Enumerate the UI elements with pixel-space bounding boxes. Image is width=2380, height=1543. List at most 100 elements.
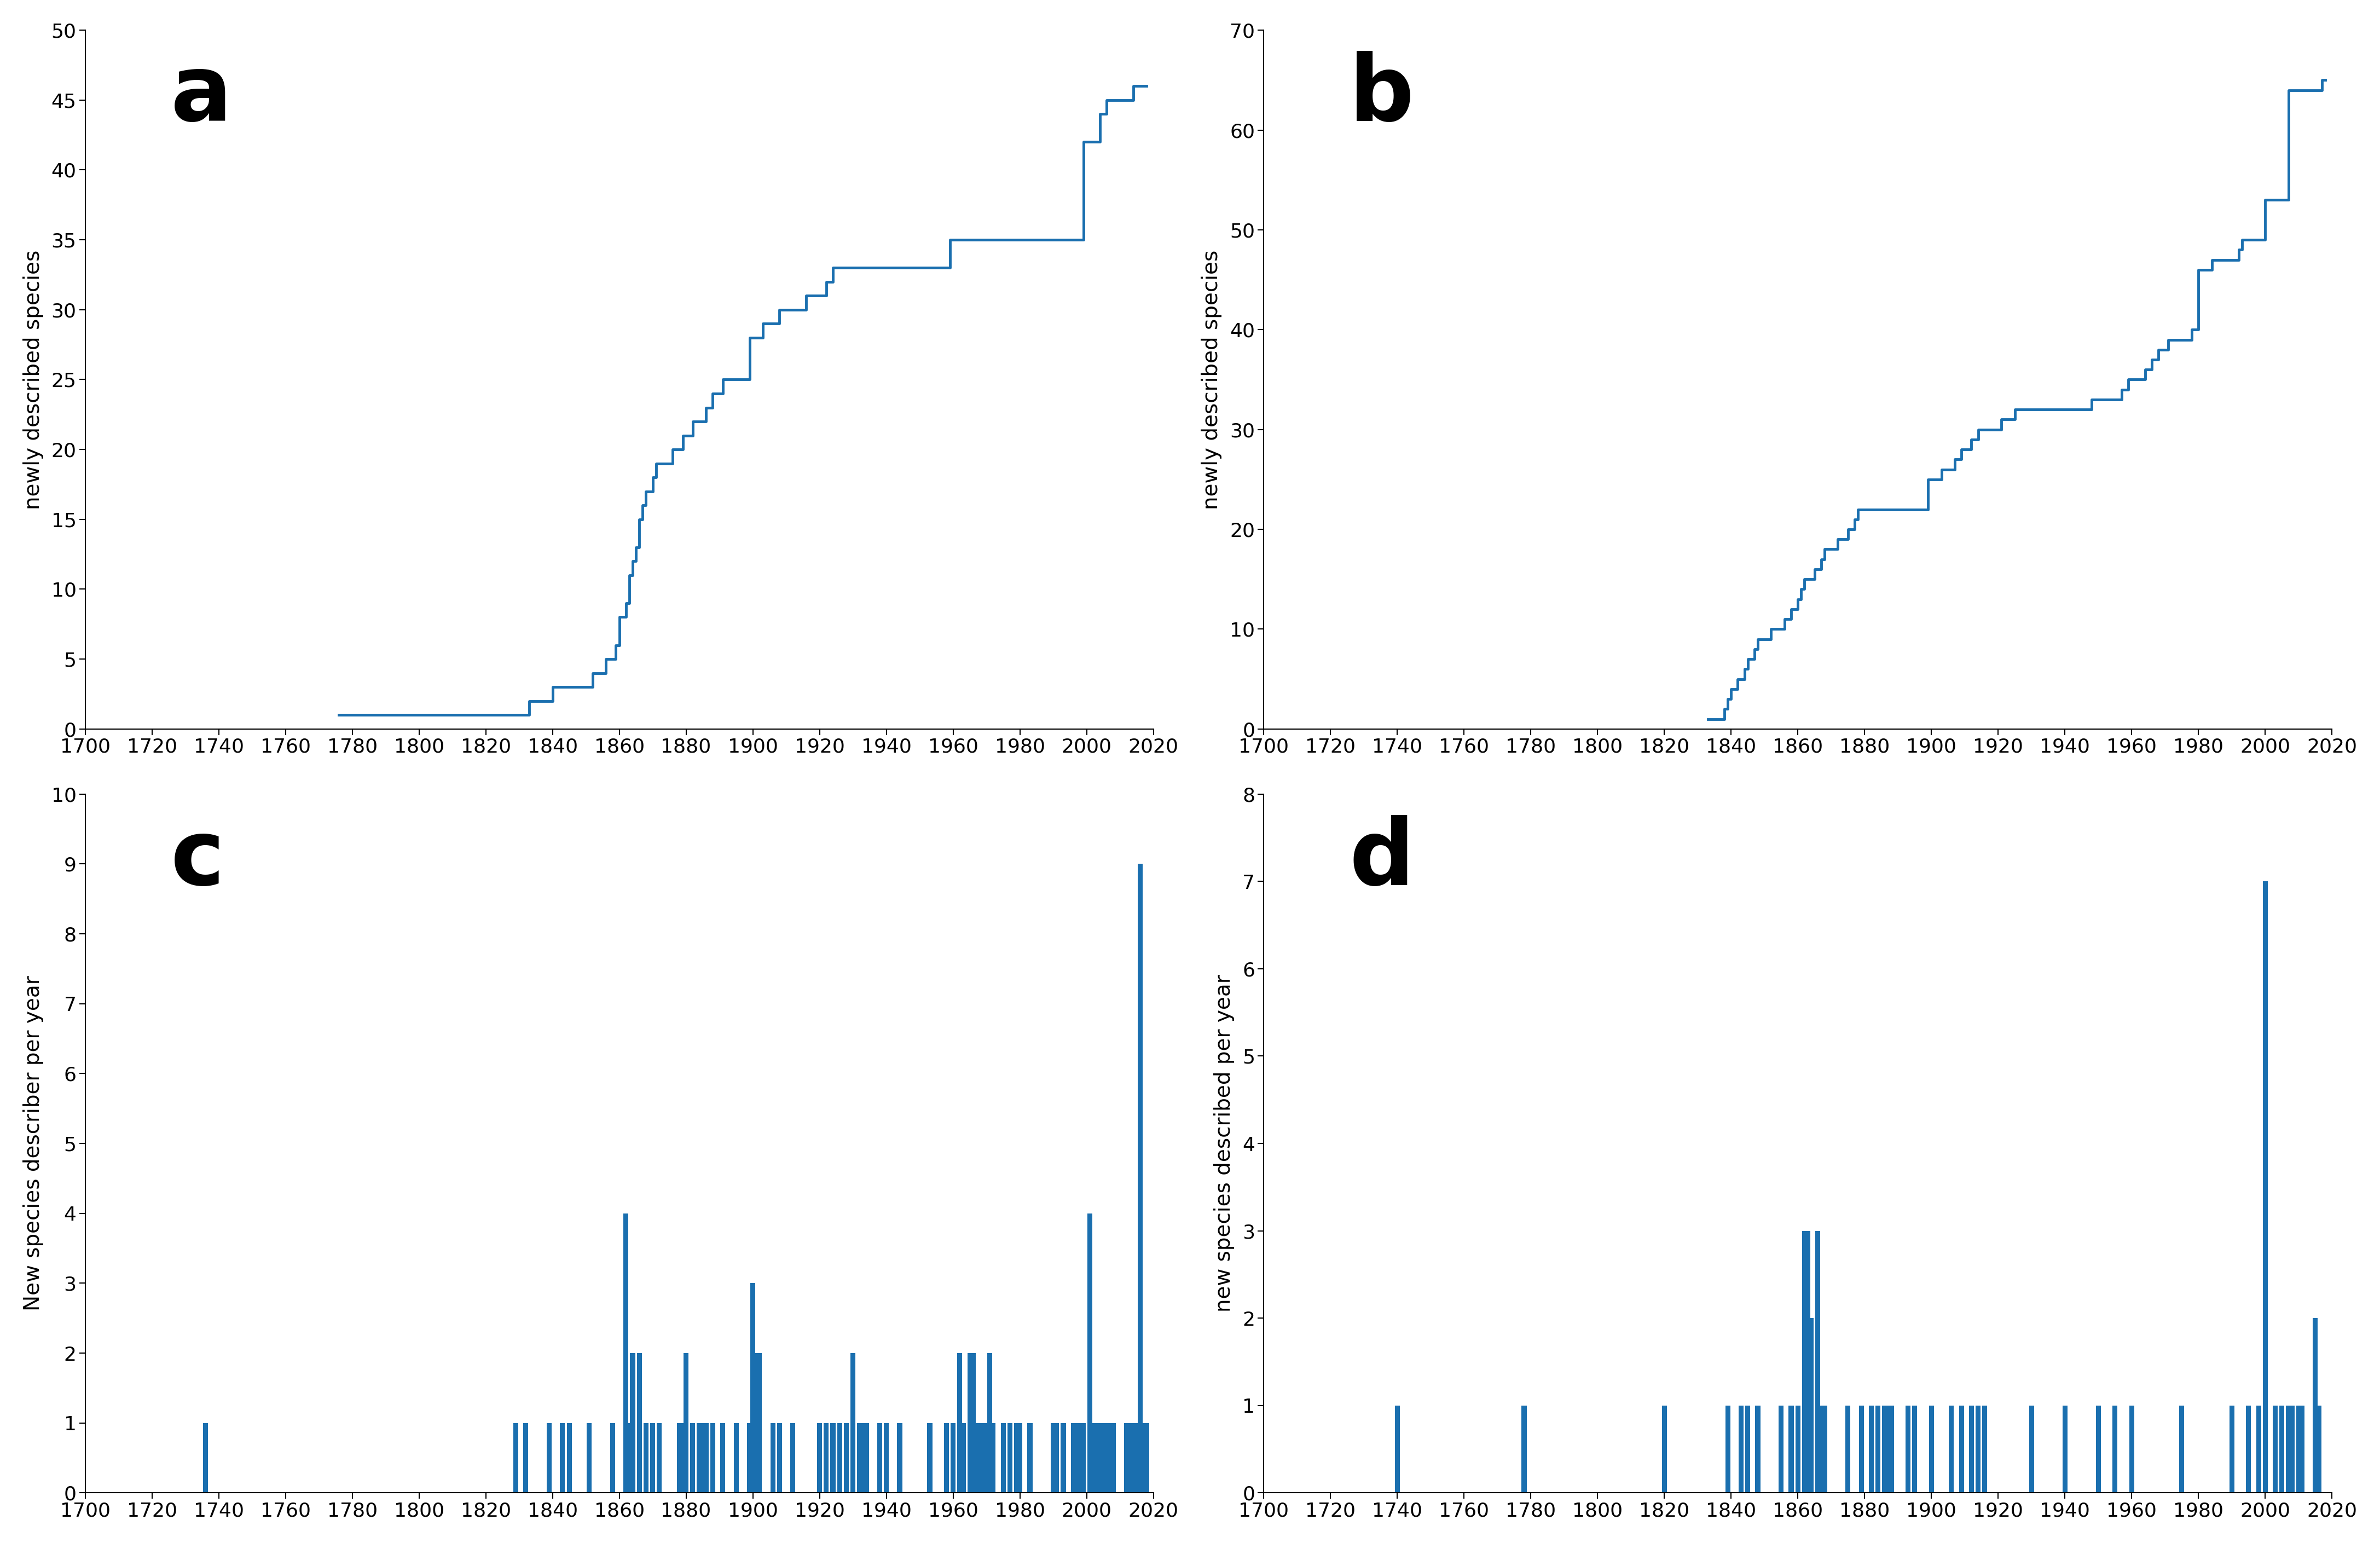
Text: a: a — [171, 51, 233, 140]
Bar — [1949, 1406, 1954, 1492]
Bar — [1740, 1406, 1745, 1492]
Bar — [2299, 1406, 2304, 1492]
Bar — [845, 1423, 850, 1492]
Bar — [1050, 1423, 1057, 1492]
Bar — [1726, 1406, 1730, 1492]
Bar — [1906, 1406, 1911, 1492]
Bar — [1014, 1423, 1019, 1492]
Bar — [1088, 1213, 1092, 1492]
Bar — [676, 1423, 681, 1492]
Bar — [1138, 864, 1142, 1492]
Bar — [1071, 1423, 1076, 1492]
Bar — [733, 1423, 738, 1492]
Bar — [2290, 1406, 2294, 1492]
Bar — [1028, 1423, 1033, 1492]
Bar — [2280, 1406, 2285, 1492]
Bar — [988, 1353, 992, 1492]
Bar — [1111, 1423, 1116, 1492]
Bar — [559, 1423, 564, 1492]
Bar — [1911, 1406, 1918, 1492]
Bar — [1135, 1423, 1140, 1492]
Bar — [1959, 1406, 1964, 1492]
Bar — [978, 1423, 983, 1492]
Bar — [1140, 1423, 1145, 1492]
Bar — [1806, 1231, 1811, 1492]
Bar — [1130, 1423, 1135, 1492]
Bar — [1778, 1406, 1783, 1492]
Bar — [1107, 1423, 1111, 1492]
Bar — [626, 1423, 631, 1492]
Bar — [1128, 1423, 1133, 1492]
Bar — [1816, 1231, 1821, 1492]
Bar — [2247, 1406, 2251, 1492]
Bar — [1007, 1423, 1012, 1492]
Bar — [566, 1423, 571, 1492]
Bar — [721, 1423, 726, 1492]
Bar — [1145, 1423, 1150, 1492]
Bar — [1395, 1406, 1399, 1492]
Bar — [2256, 1406, 2261, 1492]
Bar — [1000, 1423, 1007, 1492]
Bar — [1016, 1423, 1023, 1492]
Bar — [631, 1353, 635, 1492]
Bar — [2130, 1406, 2135, 1492]
Bar — [816, 1423, 821, 1492]
Bar — [700, 1423, 704, 1492]
Bar — [1983, 1406, 1987, 1492]
Bar — [2273, 1406, 2278, 1492]
Bar — [850, 1353, 854, 1492]
Bar — [2097, 1406, 2102, 1492]
Bar — [1795, 1406, 1799, 1492]
Bar — [1790, 1406, 1795, 1492]
Bar — [2030, 1406, 2035, 1492]
Bar — [1090, 1423, 1095, 1492]
Y-axis label: newly described species: newly described species — [24, 250, 43, 509]
Bar — [2113, 1406, 2118, 1492]
Y-axis label: newly described species: newly described species — [1202, 250, 1223, 509]
Bar — [2287, 1406, 2292, 1492]
Bar — [690, 1423, 695, 1492]
Bar — [1054, 1423, 1059, 1492]
Text: d: d — [1349, 815, 1414, 904]
Bar — [771, 1423, 776, 1492]
Bar — [1756, 1406, 1761, 1492]
Bar — [750, 1284, 754, 1492]
Bar — [1868, 1406, 1873, 1492]
Y-axis label: new species described per year: new species described per year — [1214, 975, 1235, 1312]
Bar — [2230, 1406, 2235, 1492]
Bar — [823, 1423, 828, 1492]
Bar — [1802, 1231, 1806, 1492]
Y-axis label: New species describer per year: New species describer per year — [24, 975, 43, 1312]
Bar — [990, 1423, 995, 1492]
Bar — [862, 1423, 866, 1492]
Bar — [981, 1423, 985, 1492]
Bar — [838, 1423, 843, 1492]
Bar — [897, 1423, 902, 1492]
Bar — [514, 1423, 519, 1492]
Bar — [1078, 1423, 1083, 1492]
Text: b: b — [1349, 51, 1414, 140]
Bar — [1890, 1406, 1894, 1492]
Bar — [2313, 1318, 2318, 1492]
Bar — [747, 1423, 752, 1492]
Bar — [1661, 1406, 1666, 1492]
Bar — [1104, 1423, 1109, 1492]
Bar — [883, 1423, 888, 1492]
Bar — [1885, 1406, 1890, 1492]
Bar — [962, 1423, 966, 1492]
Bar — [1928, 1406, 1935, 1492]
Bar — [681, 1423, 685, 1492]
Bar — [776, 1423, 783, 1492]
Bar — [1975, 1406, 1980, 1492]
Bar — [945, 1423, 950, 1492]
Bar — [524, 1423, 528, 1492]
Bar — [864, 1423, 869, 1492]
Bar — [1809, 1318, 1814, 1492]
Bar — [1859, 1406, 1864, 1492]
Bar — [1097, 1423, 1102, 1492]
Bar — [983, 1423, 990, 1492]
Bar — [973, 1423, 978, 1492]
Bar — [950, 1423, 957, 1492]
Bar — [202, 1423, 207, 1492]
Bar — [1061, 1423, 1066, 1492]
